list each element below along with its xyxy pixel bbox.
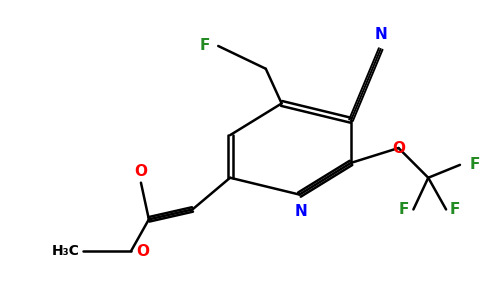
- Text: O: O: [135, 164, 148, 179]
- Text: F: F: [200, 38, 210, 53]
- Text: F: F: [470, 158, 480, 172]
- Text: O: O: [392, 140, 405, 155]
- Text: F: F: [399, 202, 409, 217]
- Text: O: O: [136, 244, 149, 259]
- Text: F: F: [450, 202, 460, 217]
- Text: H₃C: H₃C: [52, 244, 79, 258]
- Text: N: N: [295, 205, 308, 220]
- Text: N: N: [374, 27, 387, 42]
